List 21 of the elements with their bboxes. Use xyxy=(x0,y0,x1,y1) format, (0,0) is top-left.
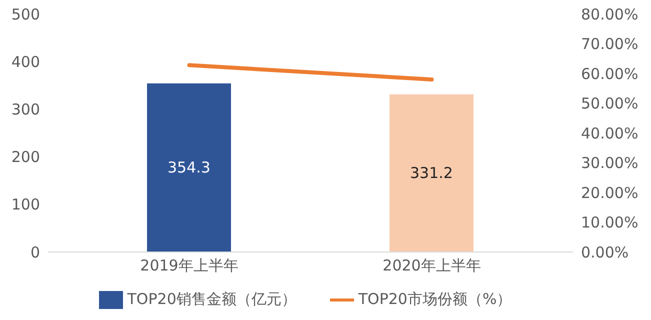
y-tick-label: 500 xyxy=(11,5,40,24)
y-tick-label: 400 xyxy=(11,52,40,71)
x-tick-label: 2019年上半年 xyxy=(140,256,238,275)
y2-tick-label: 80.00% xyxy=(581,5,638,24)
data-label: 331.2 xyxy=(410,164,453,182)
y2-tick-label: 10.00% xyxy=(581,214,638,232)
y2-tick-label: 60.00% xyxy=(581,64,638,83)
y2-tick-label: 40.00% xyxy=(581,124,638,142)
y-tick-label: 200 xyxy=(11,148,40,166)
x-tick-label: 2020年上半年 xyxy=(382,256,481,275)
y2-tick-label: 70.00% xyxy=(581,35,638,54)
legend-label: TOP20销售金额（亿元） xyxy=(127,290,296,308)
y-tick-label: 0 xyxy=(30,243,40,262)
y2-tick-label: 30.00% xyxy=(581,154,638,172)
legend-label: TOP20市场份额（%） xyxy=(358,290,512,308)
y-tick-label: 100 xyxy=(11,196,40,214)
y2-tick-label: 50.00% xyxy=(581,94,638,113)
y2-tick-label: 0.00% xyxy=(581,243,629,262)
y-tick-label: 300 xyxy=(11,100,40,119)
data-label: 354.3 xyxy=(168,158,210,177)
y2-tick-label: 20.00% xyxy=(581,184,638,202)
